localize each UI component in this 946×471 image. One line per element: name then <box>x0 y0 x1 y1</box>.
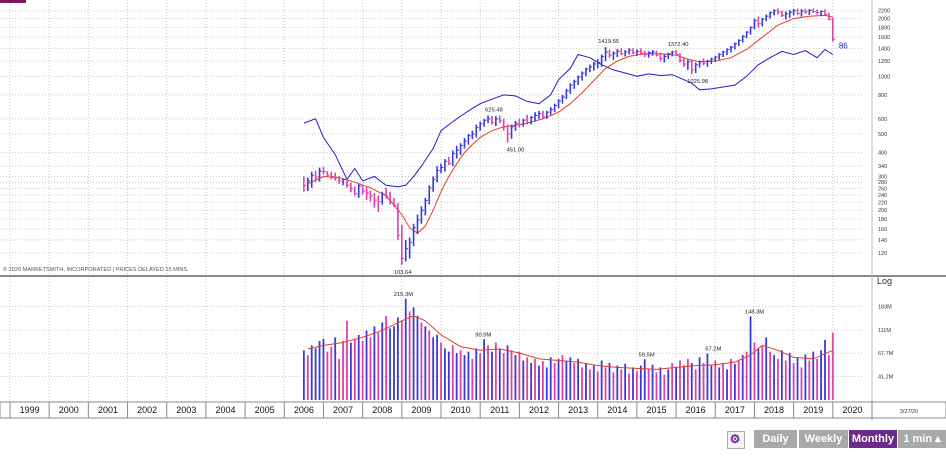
price-tick-label: 2000 <box>878 17 890 23</box>
price-tick-label: 1800 <box>878 25 890 31</box>
weekly-button[interactable]: Weekly <box>799 430 848 448</box>
copyright-text: © 2020 MARKETSMITH, INCORPORATED | PRICE… <box>3 266 189 273</box>
price-tick-label: 160 <box>878 227 887 233</box>
year-label: 2017 <box>725 405 745 415</box>
year-label: 2000 <box>59 405 79 415</box>
year-label: 2002 <box>137 405 157 415</box>
year-label: 2019 <box>803 405 823 415</box>
year-label: 2010 <box>451 405 471 415</box>
year-label: 2011 <box>490 405 509 415</box>
price-tick-label: 1600 <box>878 35 890 41</box>
year-label: 2006 <box>294 405 314 415</box>
price-tick-label: 1000 <box>878 74 890 80</box>
year-label: 1999 <box>20 405 40 415</box>
volume-tick-label: 183M <box>878 304 892 310</box>
rs-rating-label: 86 <box>839 41 848 50</box>
volume-annotation: 67.2M <box>705 347 721 353</box>
volume-annotation: 215.3M <box>394 292 414 298</box>
volume-tick-label: 67.7M <box>878 351 894 357</box>
year-label: 2020 <box>842 405 862 415</box>
price-tick-label: 1400 <box>878 46 890 52</box>
year-label: 2018 <box>764 405 784 415</box>
volume-annotation: 148.3M <box>745 309 765 315</box>
price-tick-label: 1200 <box>878 59 890 65</box>
year-label: 2013 <box>568 405 588 415</box>
price-annotation: 451.00 <box>507 148 525 154</box>
price-tick-label: 2200 <box>878 9 890 15</box>
monthly-button[interactable]: Monthly <box>849 430 897 448</box>
price-tick-label: 260 <box>878 186 887 192</box>
year-label: 2003 <box>176 405 196 415</box>
price-tick-label: 300 <box>878 175 887 181</box>
price-tick-label: 220 <box>878 200 887 206</box>
volume-annotation: 90.9M <box>475 332 491 338</box>
year-label: 2009 <box>411 405 431 415</box>
rs-line <box>303 48 834 188</box>
price-tick-label: 200 <box>878 208 887 214</box>
year-label: 2005 <box>255 405 275 415</box>
price-tick-label: 800 <box>878 93 887 99</box>
daily-button[interactable]: Daily <box>754 430 797 448</box>
year-label: 2016 <box>686 405 706 415</box>
price-annotation: 1419.55 <box>598 39 619 45</box>
price-annotation: 103.64 <box>394 270 413 276</box>
price-tick-label: 240 <box>878 193 887 199</box>
price-tick-label: 140 <box>878 238 887 244</box>
price-tick-label: 500 <box>878 132 887 138</box>
price-tick-label: 600 <box>878 117 887 123</box>
price-annotation: 1372.40 <box>668 42 689 48</box>
price-tick-label: 120 <box>878 251 887 257</box>
year-axis <box>0 401 946 419</box>
settings-gear-icon[interactable]: gear-icon <box>727 431 745 449</box>
price-annotation: 625.48 <box>485 107 503 113</box>
date-label: 3/27/20 <box>900 409 918 415</box>
volume-annotation: 59.5M <box>639 352 655 358</box>
interval-dropdown[interactable]: 1 min ▴ <box>898 430 946 448</box>
year-label: 2004 <box>215 405 235 415</box>
year-label: 2012 <box>529 405 549 415</box>
log-scale-label: Log <box>877 276 892 286</box>
volume-tick-label: 41.2M <box>878 375 894 381</box>
year-label: 2008 <box>372 405 392 415</box>
price-annotation: 1025.98 <box>687 79 708 85</box>
price-tick-label: 400 <box>878 151 887 157</box>
year-label: 2014 <box>607 405 627 415</box>
price-tick-label: 340 <box>878 164 887 170</box>
year-label: 2015 <box>646 405 666 415</box>
price-tick-label: 280 <box>878 180 887 186</box>
volume-tick-label: 111M <box>878 328 891 334</box>
volume-average-line <box>307 315 834 370</box>
price-tick-label: 180 <box>878 217 887 223</box>
year-label: 2007 <box>333 405 353 415</box>
top-accent-bar <box>0 0 26 3</box>
year-label: 2001 <box>98 405 118 415</box>
